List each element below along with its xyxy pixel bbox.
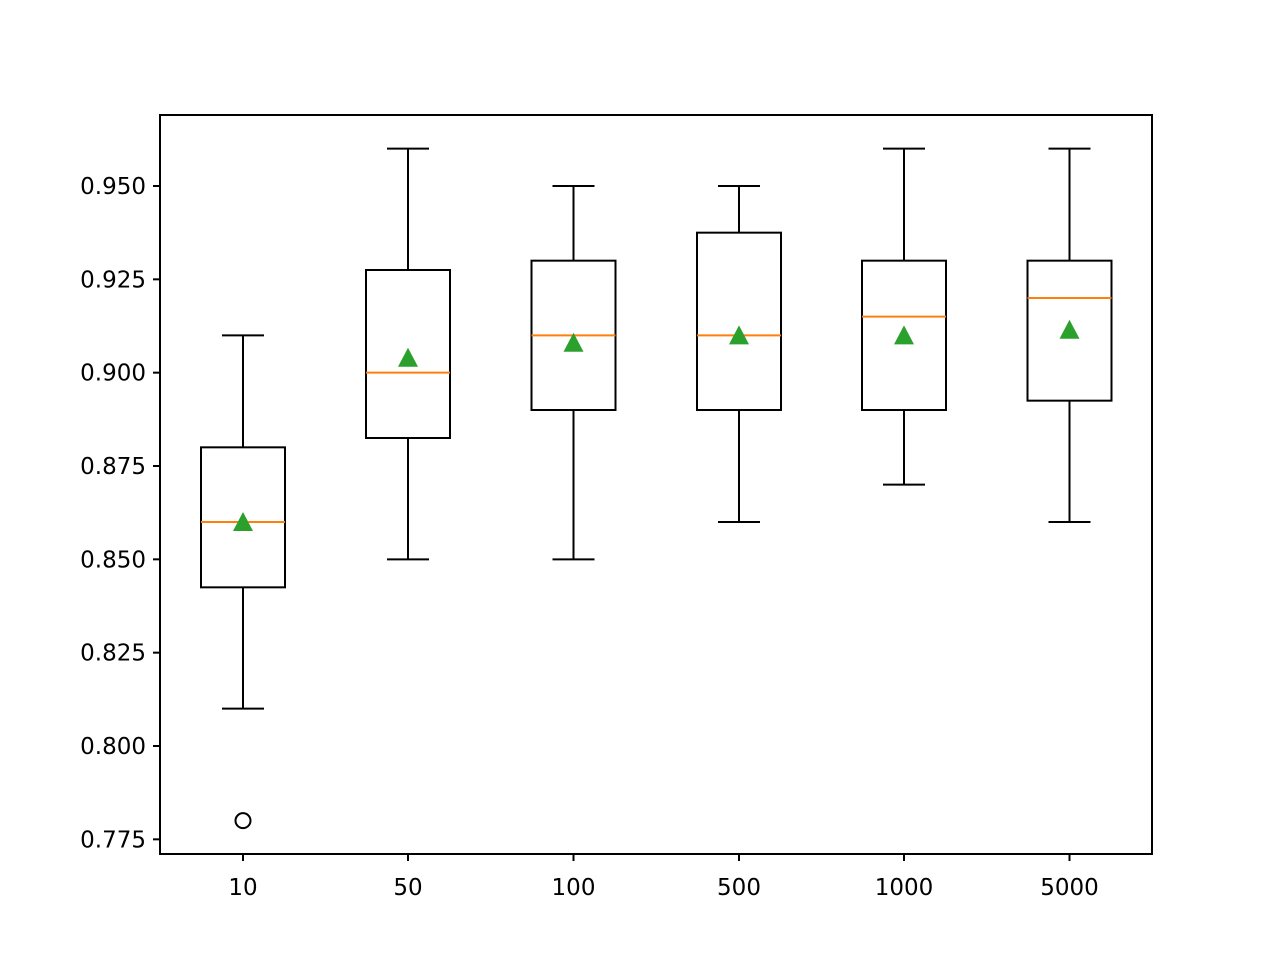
y-tick-label: 0.800 [80,734,146,760]
y-tick-label: 0.775 [80,827,146,853]
box-100 [530,185,617,561]
y-tick-label: 0.825 [80,641,146,667]
iqr-box [1026,259,1113,402]
x-axis: 10 50 100 500 1000 5000 [228,854,1099,901]
mean-marker-triangle [1059,319,1080,339]
y-tick-label: 0.925 [80,267,146,293]
x-tick-label: 10 [228,875,257,901]
iqr-box [861,259,947,411]
mean-marker-triangle [233,511,253,531]
y-axis: 0.775 0.800 0.825 0.850 0.875 0.900 0.925 0.950 [80,174,160,853]
x-tick-label: 1000 [875,875,934,901]
x-tick-label: 50 [393,875,422,901]
iqr-box [200,446,286,589]
outlier-marker [234,812,252,830]
mean-marker-triangle [563,332,584,352]
mean-marker-triangle [398,347,418,367]
iqr-box [365,268,451,439]
box-1000 [861,147,947,486]
mean-marker-triangle [729,325,749,345]
x-tick-label: 500 [717,875,761,901]
plot-area [200,147,1113,830]
x-tick-label: 5000 [1040,875,1099,901]
y-tick-label: 0.875 [80,454,146,480]
box-10 [200,334,286,830]
box-500 [696,185,782,523]
axes-frame [159,114,1153,855]
y-tick-label: 0.850 [80,547,146,573]
iqr-box [696,231,782,411]
x-tick-label: 100 [552,875,596,901]
mean-marker-triangle [894,325,914,345]
y-tick-label: 0.950 [80,174,146,200]
box-5000 [1026,147,1113,523]
y-tick-label: 0.900 [80,361,146,387]
box-50 [365,147,451,561]
